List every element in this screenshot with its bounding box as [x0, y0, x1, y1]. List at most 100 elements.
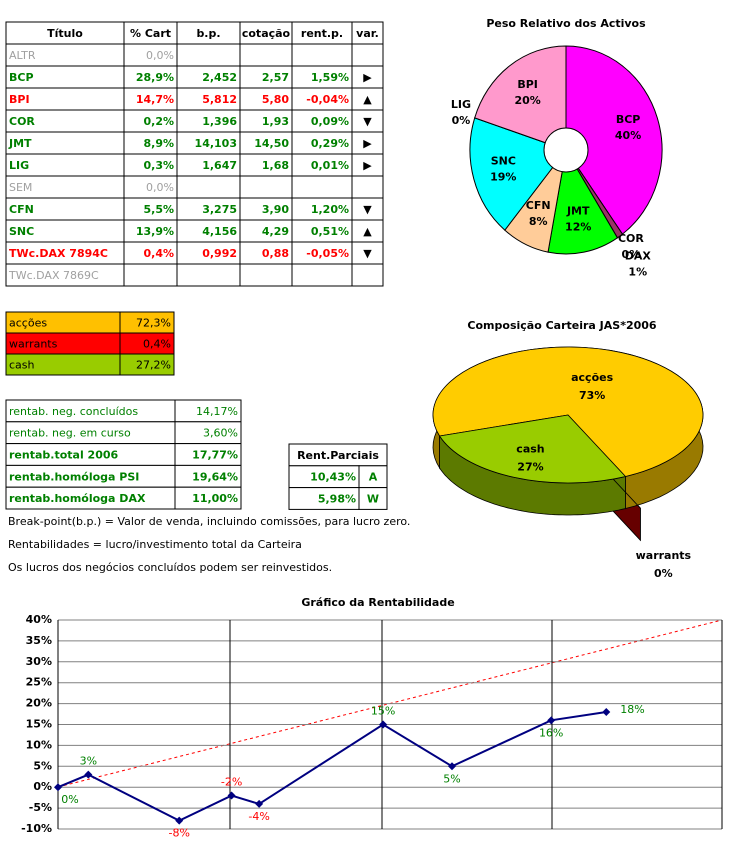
slice-value: 0% — [452, 114, 471, 127]
table-cell-text: ALTR — [9, 49, 36, 62]
pie-slice — [438, 414, 627, 484]
slice-value: 40% — [615, 129, 641, 142]
table-cell-text: 0,88 — [262, 247, 289, 260]
table-cell-text: 0,4% — [143, 247, 174, 260]
slice-label: acções — [571, 371, 613, 384]
table-cell-text: 0,29% — [311, 137, 349, 150]
table-cell — [119, 353, 175, 376]
table-cell-text: 3,275 — [202, 203, 237, 216]
y-tick-label: 0% — [33, 780, 52, 793]
slice-label: BPI — [517, 78, 538, 91]
table-cell-text: 14,7% — [136, 93, 174, 106]
table-cell-text: 1,68 — [262, 159, 289, 172]
returns-text: rentab.homóloga PSI — [9, 470, 139, 483]
partial-text: A — [369, 471, 378, 484]
variation-arrow: ▶ — [363, 159, 372, 172]
table-cell-text: 8,9% — [143, 137, 174, 150]
chart-title: Peso Relativo dos Activos — [486, 17, 646, 30]
variation-arrow: ▶ — [363, 71, 372, 84]
table-header: cotação — [242, 27, 291, 40]
slice-label: BCP — [616, 113, 641, 126]
slice-label: LIG — [451, 98, 471, 111]
y-tick-label: 15% — [26, 718, 52, 731]
table-cell-text: COR — [9, 115, 35, 128]
table-cell-text: 5,5% — [143, 203, 174, 216]
table-cell-text: SNC — [9, 225, 34, 238]
y-tick-label: 35% — [26, 634, 52, 647]
table-cell-text: 4,29 — [262, 225, 289, 238]
slice-label: warrants — [636, 549, 692, 562]
table-header: var. — [356, 27, 379, 40]
returns-text: rentab. neg. em curso — [9, 427, 131, 440]
table-header: b.p. — [196, 27, 220, 40]
table-cell-text: BCP — [9, 71, 34, 84]
table-header: rent.p. — [301, 27, 343, 40]
y-tick-label: 20% — [26, 697, 52, 710]
table-cell — [291, 263, 353, 287]
data-label: 5% — [443, 772, 460, 785]
variation-arrow: ▲ — [363, 93, 372, 106]
returns-text: 3,60% — [203, 427, 238, 440]
table-cell — [239, 43, 293, 67]
returns-text: 17,77% — [192, 449, 238, 462]
y-tick-label: -5% — [29, 801, 52, 814]
donut-hole — [543, 127, 589, 173]
table-cell-text: 0,01% — [311, 159, 349, 172]
table-cell-text: 0,2% — [143, 115, 174, 128]
slice-value: 0% — [622, 248, 641, 261]
y-tick-label: 5% — [33, 759, 52, 772]
table-cell-text: TWc.DAX 7894C — [9, 247, 108, 260]
pie-slice — [547, 148, 619, 255]
table-cell-text: 0,51% — [311, 225, 349, 238]
table-cell — [291, 43, 353, 67]
slice-label: COR — [618, 232, 644, 245]
table-cell-text: CFN — [9, 203, 34, 216]
slice-value: 1% — [628, 265, 647, 278]
table-cell — [176, 263, 241, 287]
slice-value: 27% — [517, 461, 543, 474]
table-cell-text: 1,396 — [202, 115, 237, 128]
returns-text: rentab.total 2006 — [9, 449, 119, 462]
variation-arrow: ▲ — [363, 225, 372, 238]
table-cell-text: 3,90 — [262, 203, 289, 216]
table-cell — [351, 43, 384, 67]
point — [255, 799, 264, 808]
point — [175, 816, 184, 825]
table-cell-text: 2,57 — [262, 71, 289, 84]
returns-text: rentab.homóloga DAX — [9, 492, 146, 505]
table-cell — [176, 43, 241, 67]
slice-label: JMT — [566, 204, 590, 217]
point — [227, 791, 236, 800]
slice-label: CFN — [526, 199, 551, 212]
slice-label: DAX — [625, 249, 652, 262]
table-cell — [239, 263, 293, 287]
table-cell-text: 0,0% — [146, 181, 174, 194]
y-tick-label: 10% — [26, 738, 52, 751]
point — [84, 770, 93, 779]
data-label: -8% — [169, 827, 190, 840]
table-cell — [358, 487, 388, 510]
slice-value: 19% — [490, 171, 516, 184]
allocation-text: 27,2% — [136, 359, 171, 372]
returns-text: rentab. neg. concluídos — [9, 405, 138, 418]
table-cell-text: -0,04% — [306, 93, 349, 106]
table-cell-text: 1,647 — [202, 159, 237, 172]
y-tick-label: 40% — [26, 613, 52, 626]
note: Rentabilidades = lucro/investimento tota… — [8, 538, 302, 551]
table-cell — [239, 175, 293, 199]
table-cell-text: JMT — [8, 137, 32, 150]
pie-slice — [469, 117, 567, 231]
table-cell-text: 28,9% — [136, 71, 174, 84]
point — [447, 762, 456, 771]
returns-text: 14,17% — [196, 405, 238, 418]
allocation-text: acções — [9, 317, 47, 330]
table-cell — [351, 175, 384, 199]
y-tick-label: 30% — [26, 655, 52, 668]
table-cell-text: 0,0% — [146, 49, 174, 62]
slice-value: 20% — [514, 94, 540, 107]
point — [602, 707, 611, 716]
table-cell-text: 0,992 — [202, 247, 237, 260]
data-label: -4% — [248, 810, 269, 823]
slice-value: 0% — [654, 567, 673, 580]
